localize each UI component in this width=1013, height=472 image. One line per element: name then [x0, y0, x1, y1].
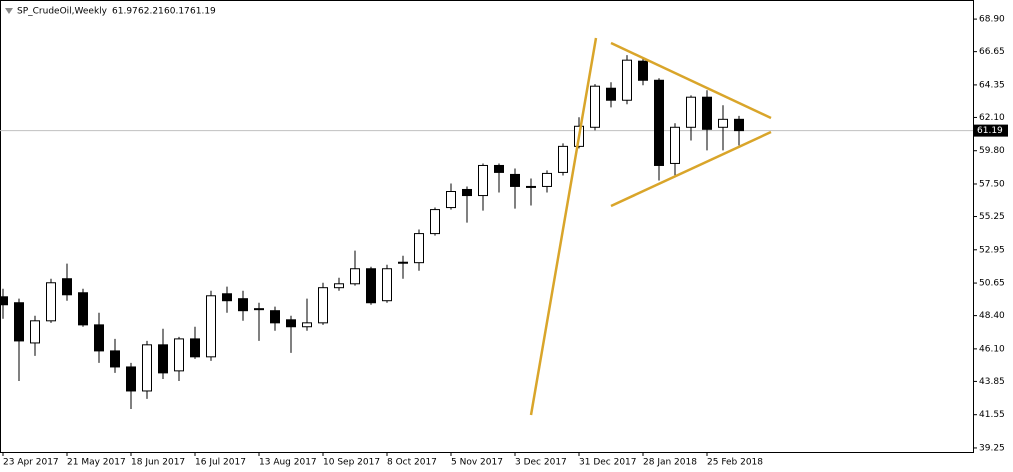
y-tick-label: 62.10 [979, 113, 1005, 123]
candle-body [190, 338, 200, 358]
candle-body [286, 319, 296, 328]
trend-line [610, 130, 772, 208]
candle-body [638, 60, 648, 81]
candle-body [46, 282, 56, 322]
trend-line [529, 37, 598, 416]
x-tick-label: 3 Dec 2017 [515, 458, 567, 468]
candle-body [542, 172, 552, 187]
candle-body [430, 209, 440, 235]
candle-body [238, 298, 248, 312]
candle-body [702, 96, 712, 130]
x-tick-label: 25 Feb 2018 [707, 458, 763, 468]
candle-body [558, 145, 568, 173]
candle-body [382, 268, 392, 302]
candle-body [654, 79, 664, 166]
y-tick-label: 48.40 [979, 311, 1005, 321]
candle-body [366, 268, 376, 304]
y-tick-label: 39.25 [979, 443, 1005, 453]
y-tick-label: 50.65 [979, 279, 1005, 289]
y-tick-label: 46.10 [979, 344, 1005, 354]
candle-body [62, 278, 72, 296]
candle-body [206, 295, 216, 358]
x-tick-label: 21 May 2017 [67, 458, 126, 468]
candle-body [414, 233, 424, 264]
candle-body [94, 324, 104, 352]
candle-body [590, 85, 600, 128]
price-label: 61.19 [977, 126, 1003, 136]
candle-body [622, 59, 632, 101]
x-tick-label: 16 Jul 2017 [195, 458, 246, 468]
x-tick-label: 13 Aug 2017 [259, 458, 317, 468]
candle-body [670, 126, 680, 164]
x-tick-label: 10 Sep 2017 [323, 458, 380, 468]
candle-body [510, 173, 520, 187]
candle-body [334, 283, 344, 289]
candle-body [142, 344, 152, 392]
x-tick-label: 31 Dec 2017 [579, 458, 637, 468]
candle-body [302, 322, 312, 328]
y-tick-label: 57.50 [979, 179, 1005, 189]
candle-body [526, 185, 536, 188]
y-tick-label: 52.95 [979, 245, 1005, 255]
x-tick-label: 5 Nov 2017 [451, 458, 503, 468]
candle-body [446, 191, 456, 209]
y-tick-label: 59.80 [979, 146, 1005, 156]
candle-body [14, 302, 24, 342]
candle-body [78, 292, 88, 326]
ohlc-value: 60.17 [164, 7, 190, 17]
symbol-icon [5, 8, 13, 14]
candle-body [174, 338, 184, 372]
candle-body [0, 296, 8, 306]
candle-body [606, 87, 616, 101]
candle-body [254, 308, 264, 311]
y-tick-label: 68.90 [979, 15, 1005, 25]
y-tick-label: 55.25 [979, 212, 1005, 222]
x-tick-label: 8 Oct 2017 [387, 458, 437, 468]
candle-body [462, 188, 472, 197]
candle-body [686, 96, 696, 128]
candle-body [318, 287, 328, 324]
ohlc-value: 62.21 [138, 7, 164, 17]
candle-body [398, 261, 408, 264]
candle-body [222, 293, 232, 302]
y-tick-label: 43.85 [979, 377, 1005, 387]
candle-body [30, 320, 40, 344]
candle-body [126, 366, 136, 392]
ohlc-value: 61.19 [190, 7, 216, 17]
y-tick-label: 66.65 [979, 47, 1005, 57]
candle-body [350, 268, 360, 285]
candle-body [158, 344, 168, 374]
trend-line [610, 41, 772, 120]
marks [0, 55, 973, 410]
ohlc-value: 61.97 [112, 7, 138, 17]
x-tick-label: 18 Jun 2017 [131, 458, 185, 468]
candle-body [494, 164, 504, 173]
chart-title: SP_CrudeOil,Weekly [17, 7, 108, 17]
price-label-box [974, 124, 1008, 137]
candle-body [734, 118, 744, 132]
candle-body [270, 310, 280, 324]
ohlc-header: 61.97 62.21 60.17 61.19 [112, 7, 216, 17]
candle-body [718, 118, 728, 128]
x-tick-label: 23 Apr 2017 [3, 458, 59, 468]
x-tick-label: 28 Jan 2018 [643, 458, 697, 468]
candle-body [110, 350, 120, 368]
y-tick-label: 64.35 [979, 80, 1005, 90]
y-tick-label: 41.55 [979, 410, 1005, 420]
candle-body [478, 164, 488, 197]
